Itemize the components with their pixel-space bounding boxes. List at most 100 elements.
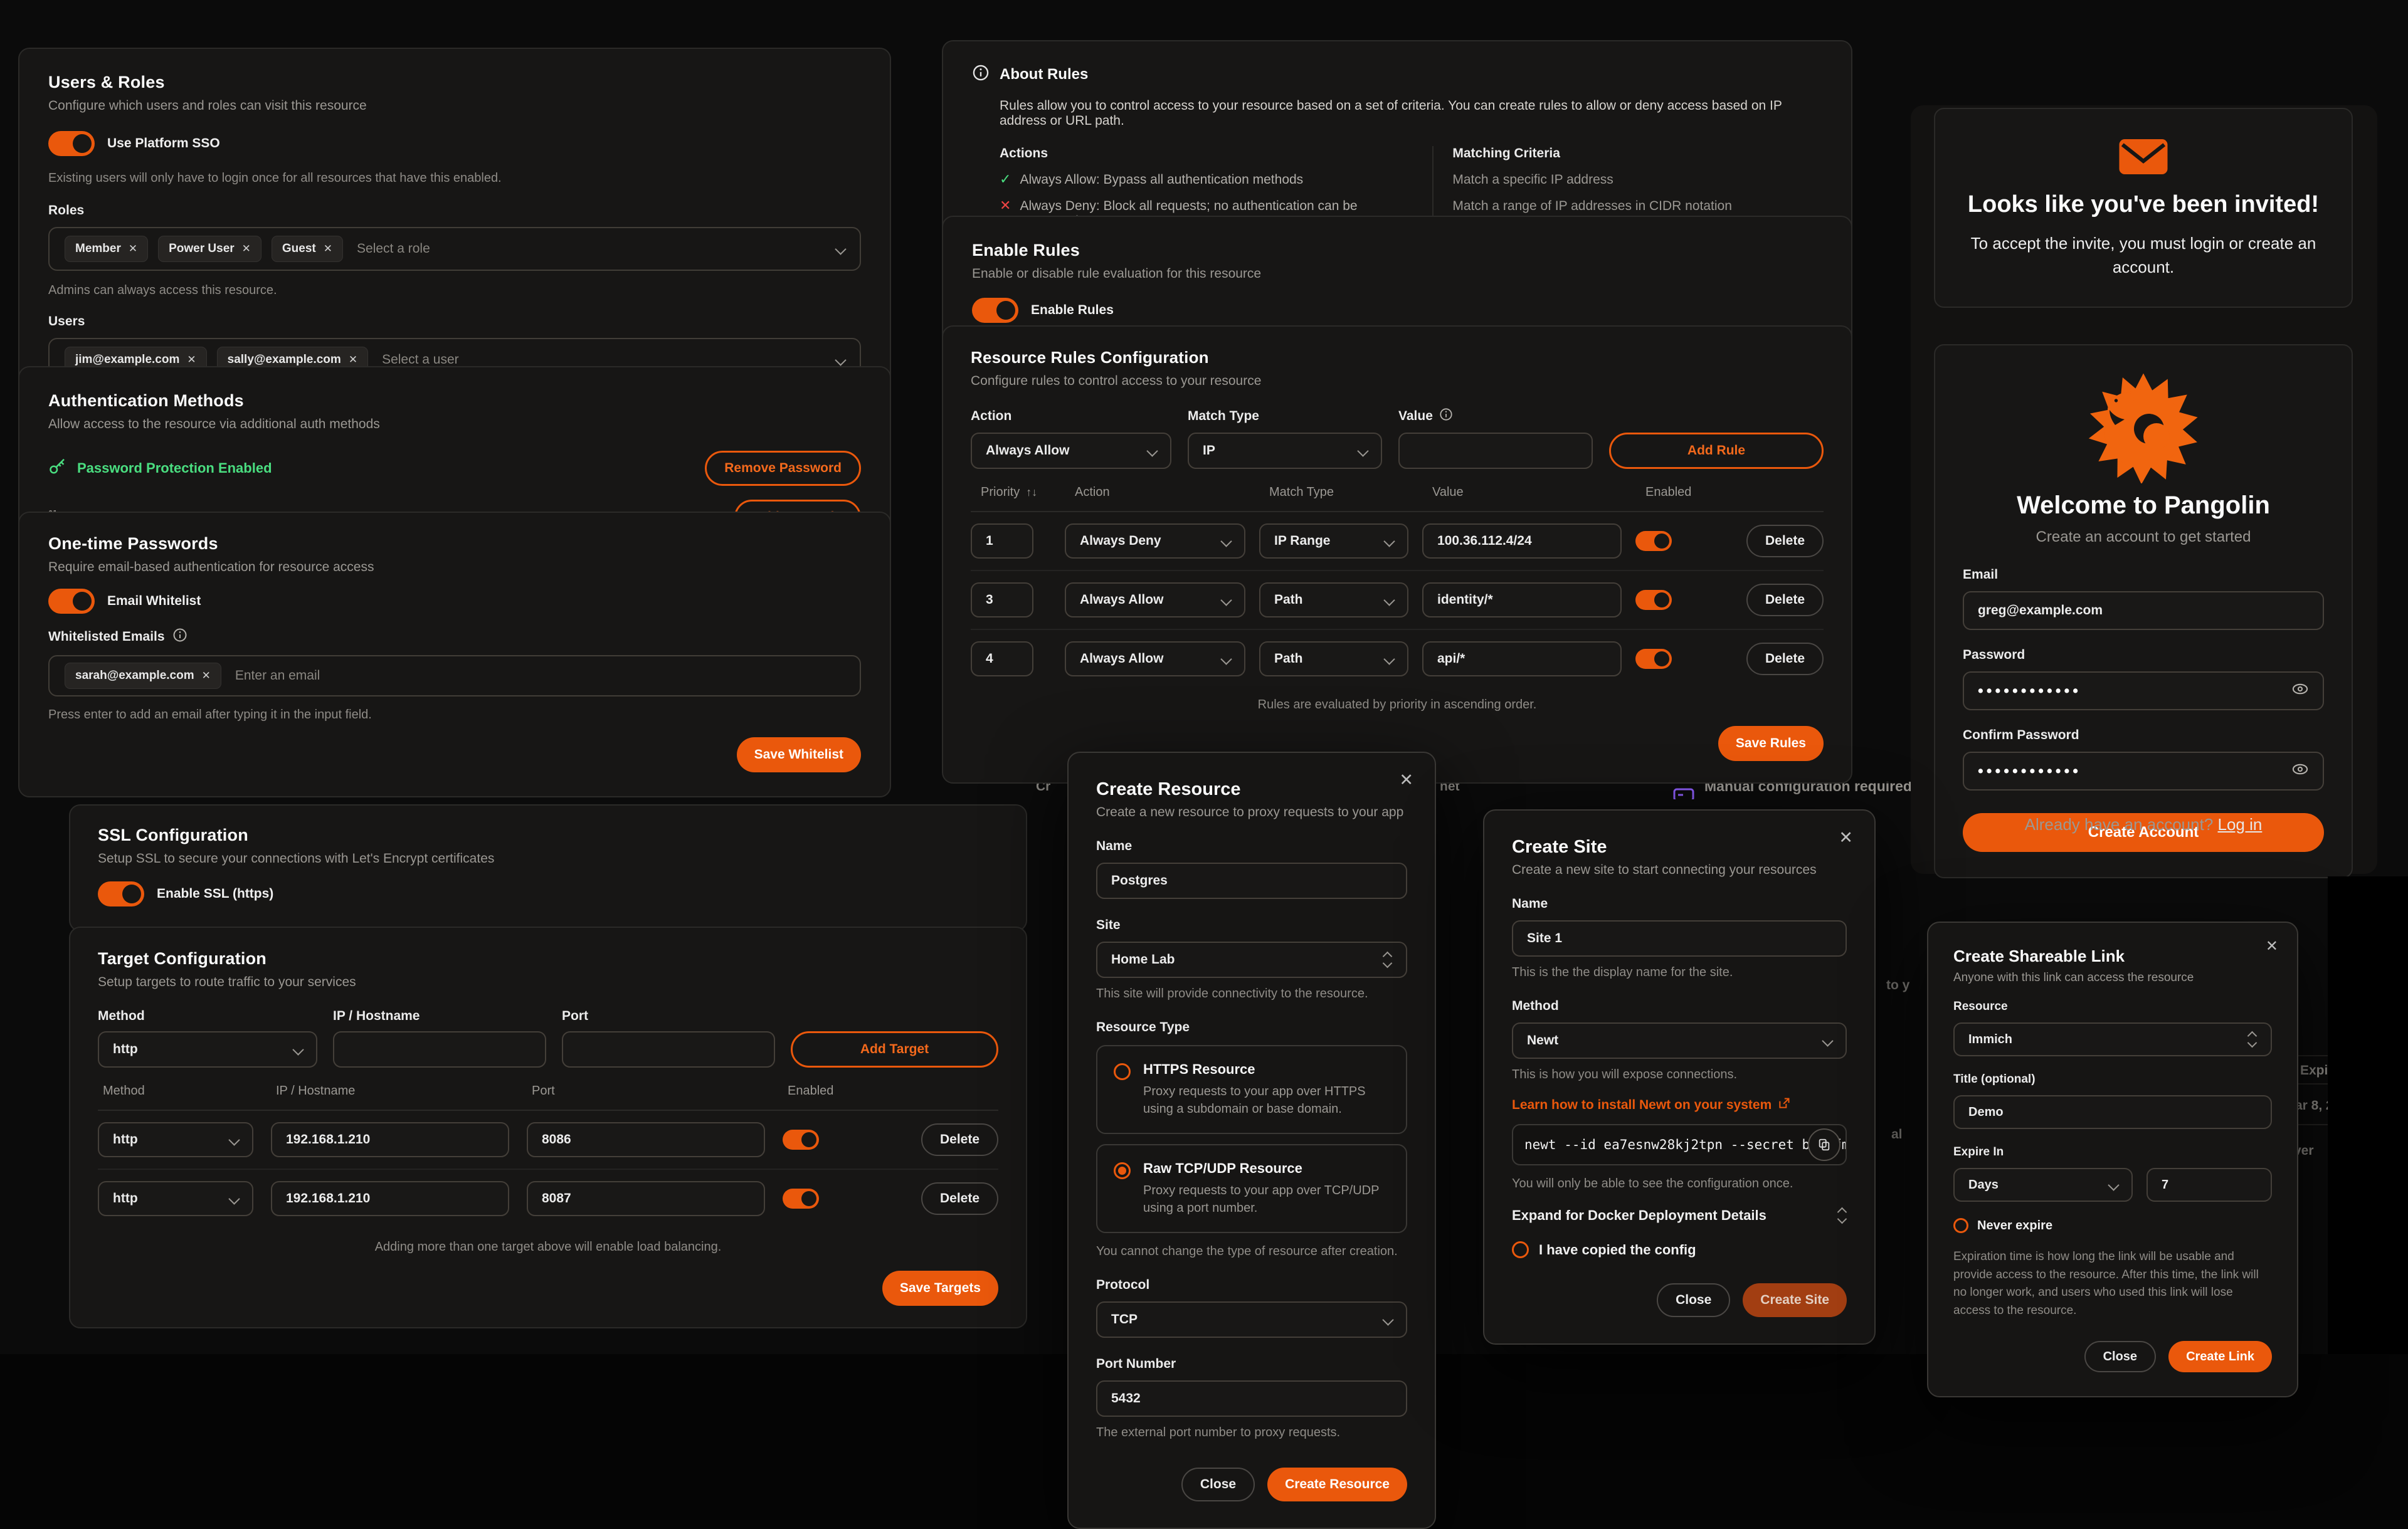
email-field[interactable]: greg@example.com <box>1963 591 2324 630</box>
expire-value-input[interactable]: 7 <box>2147 1168 2272 1202</box>
priority-input[interactable]: 3 <box>971 582 1033 617</box>
never-expire-option[interactable]: Never expire <box>1953 1218 2272 1233</box>
copy-icon[interactable] <box>1808 1128 1840 1161</box>
create-link-button[interactable]: Create Link <box>2168 1341 2272 1372</box>
enable-ssl-toggle[interactable] <box>98 881 144 906</box>
card-subtitle: Configure rules to control access to you… <box>971 374 1262 388</box>
site-select[interactable]: Home Lab <box>1096 942 1407 978</box>
target-enabled-toggle[interactable] <box>783 1189 819 1209</box>
delete-rule-button[interactable]: Delete <box>1746 525 1824 557</box>
create-account-button[interactable]: Create Account <box>1963 813 2324 852</box>
resource-name-input[interactable]: Postgres <box>1096 863 1407 899</box>
value-input[interactable]: api/* <box>1422 641 1622 676</box>
ip-hostname-input[interactable] <box>333 1031 546 1068</box>
chip-remove-icon[interactable]: ✕ <box>241 243 251 255</box>
chevron-down-icon <box>1383 653 1395 665</box>
eye-icon[interactable] <box>2291 680 2309 701</box>
close-icon[interactable]: ✕ <box>1399 770 1413 789</box>
close-icon[interactable]: ✕ <box>2265 938 2278 955</box>
https-resource-option[interactable]: HTTPS Resource Proxy requests to your ap… <box>1096 1045 1407 1134</box>
user-chip-label: sally@example.com <box>227 353 341 366</box>
roles-multiselect[interactable]: Member ✕ Power User ✕ Guest ✕ Select a role <box>48 227 861 271</box>
add-target-button[interactable]: Add Target <box>791 1031 998 1068</box>
chip-remove-icon[interactable]: ✕ <box>201 670 211 681</box>
save-targets-button[interactable]: Save Targets <box>882 1271 998 1306</box>
priority-input[interactable]: 4 <box>971 641 1033 676</box>
radio-icon[interactable] <box>1953 1218 1968 1233</box>
value-input[interactable]: 100.36.112.4/24 <box>1422 523 1622 559</box>
chip-remove-icon[interactable]: ✕ <box>187 354 196 365</box>
port-input[interactable]: 8086 <box>527 1122 765 1157</box>
delete-rule-button[interactable]: Delete <box>1746 643 1824 675</box>
match-type-select[interactable]: Path <box>1259 582 1408 617</box>
method-select[interactable]: Newt <box>1512 1022 1847 1059</box>
rule-enabled-toggle[interactable] <box>1635 649 1672 669</box>
action-select[interactable]: Always Deny <box>1065 523 1245 559</box>
action-select[interactable]: Always Allow <box>1065 641 1245 676</box>
delete-target-button[interactable]: Delete <box>921 1123 998 1156</box>
remove-password-button[interactable]: Remove Password <box>705 451 861 486</box>
platform-sso-toggle[interactable] <box>48 131 95 156</box>
protocol-select[interactable]: TCP <box>1096 1301 1407 1338</box>
newt-command: newt --id ea7esnw28kj2tpn --secret by7jf… <box>1524 1137 1846 1152</box>
copied-config-option[interactable]: I have copied the config <box>1512 1241 1847 1258</box>
email-whitelist-toggle[interactable] <box>48 589 95 614</box>
radio-selected-icon[interactable] <box>1114 1162 1131 1179</box>
eye-icon[interactable] <box>2291 760 2309 782</box>
radio-icon[interactable] <box>1512 1241 1529 1258</box>
sort-icon[interactable]: ↑↓ <box>1026 486 1038 498</box>
resource-select[interactable]: Immich <box>1953 1022 2272 1056</box>
create-resource-button[interactable]: Create Resource <box>1267 1468 1407 1501</box>
card-title: SSL Configuration <box>98 826 248 844</box>
chevron-updown-icon[interactable] <box>1837 1207 1847 1224</box>
delete-target-button[interactable]: Delete <box>921 1182 998 1215</box>
port-input[interactable]: 8087 <box>527 1181 765 1216</box>
value-input[interactable]: identity/* <box>1422 582 1622 617</box>
title-input[interactable]: Demo <box>1953 1095 2272 1129</box>
newt-command-block[interactable]: newt --id ea7esnw28kj2tpn --secret by7jf… <box>1512 1124 1847 1165</box>
log-in-link[interactable]: Log in <box>2217 815 2263 834</box>
site-name-input[interactable]: Site 1 <box>1512 920 1847 957</box>
close-button[interactable]: Close <box>2084 1341 2157 1372</box>
chip-remove-icon[interactable]: ✕ <box>323 243 333 255</box>
rule-enabled-toggle[interactable] <box>1635 531 1672 551</box>
close-button[interactable]: Close <box>1657 1283 1731 1317</box>
save-rules-button[interactable]: Save Rules <box>1718 726 1824 761</box>
method-select[interactable]: http <box>98 1122 253 1157</box>
email-chip[interactable]: sarah@example.com ✕ <box>65 663 221 689</box>
close-button[interactable]: Close <box>1181 1468 1255 1501</box>
ip-hostname-input[interactable]: 192.168.1.210 <box>271 1181 509 1216</box>
method-select[interactable]: http <box>98 1181 253 1216</box>
match-type-select[interactable]: IP <box>1188 433 1382 469</box>
chip-remove-icon[interactable]: ✕ <box>348 354 358 365</box>
value-input[interactable] <box>1398 433 1593 469</box>
role-chip[interactable]: Guest ✕ <box>271 236 344 262</box>
enable-rules-toggle[interactable] <box>972 298 1018 323</box>
tcp-udp-resource-option[interactable]: Raw TCP/UDP Resource Proxy requests to y… <box>1096 1144 1407 1233</box>
priority-input[interactable]: 1 <box>971 523 1033 559</box>
action-select[interactable]: Always Allow <box>1065 582 1245 617</box>
close-icon[interactable]: ✕ <box>1839 828 1853 847</box>
whitelist-email-input[interactable]: sarah@example.com ✕ Enter an email <box>48 655 861 696</box>
port-number-input[interactable]: 5432 <box>1096 1380 1407 1417</box>
install-newt-link[interactable]: Learn how to install Newt on your system <box>1512 1097 1772 1112</box>
add-rule-button[interactable]: Add Rule <box>1609 433 1824 469</box>
chip-remove-icon[interactable]: ✕ <box>128 243 138 255</box>
ip-hostname-input[interactable]: 192.168.1.210 <box>271 1122 509 1157</box>
delete-rule-button[interactable]: Delete <box>1746 584 1824 616</box>
role-chip[interactable]: Member ✕ <box>65 236 149 262</box>
match-type-select[interactable]: IP Range <box>1259 523 1408 559</box>
rule-enabled-toggle[interactable] <box>1635 590 1672 610</box>
match-type-select[interactable]: Path <box>1259 641 1408 676</box>
action-select[interactable]: Always Allow <box>971 433 1171 469</box>
password-field[interactable]: •••••••••••• <box>1963 671 2324 710</box>
target-enabled-toggle[interactable] <box>783 1130 819 1150</box>
expire-unit-select[interactable]: Days <box>1953 1168 2133 1202</box>
port-input[interactable] <box>562 1031 775 1068</box>
save-whitelist-button[interactable]: Save Whitelist <box>736 737 861 772</box>
role-chip[interactable]: Power User ✕ <box>158 236 261 262</box>
method-select[interactable]: http <box>98 1031 317 1068</box>
create-site-button[interactable]: Create Site <box>1743 1283 1847 1317</box>
confirm-password-field[interactable]: •••••••••••• <box>1963 752 2324 791</box>
radio-icon[interactable] <box>1114 1063 1131 1080</box>
